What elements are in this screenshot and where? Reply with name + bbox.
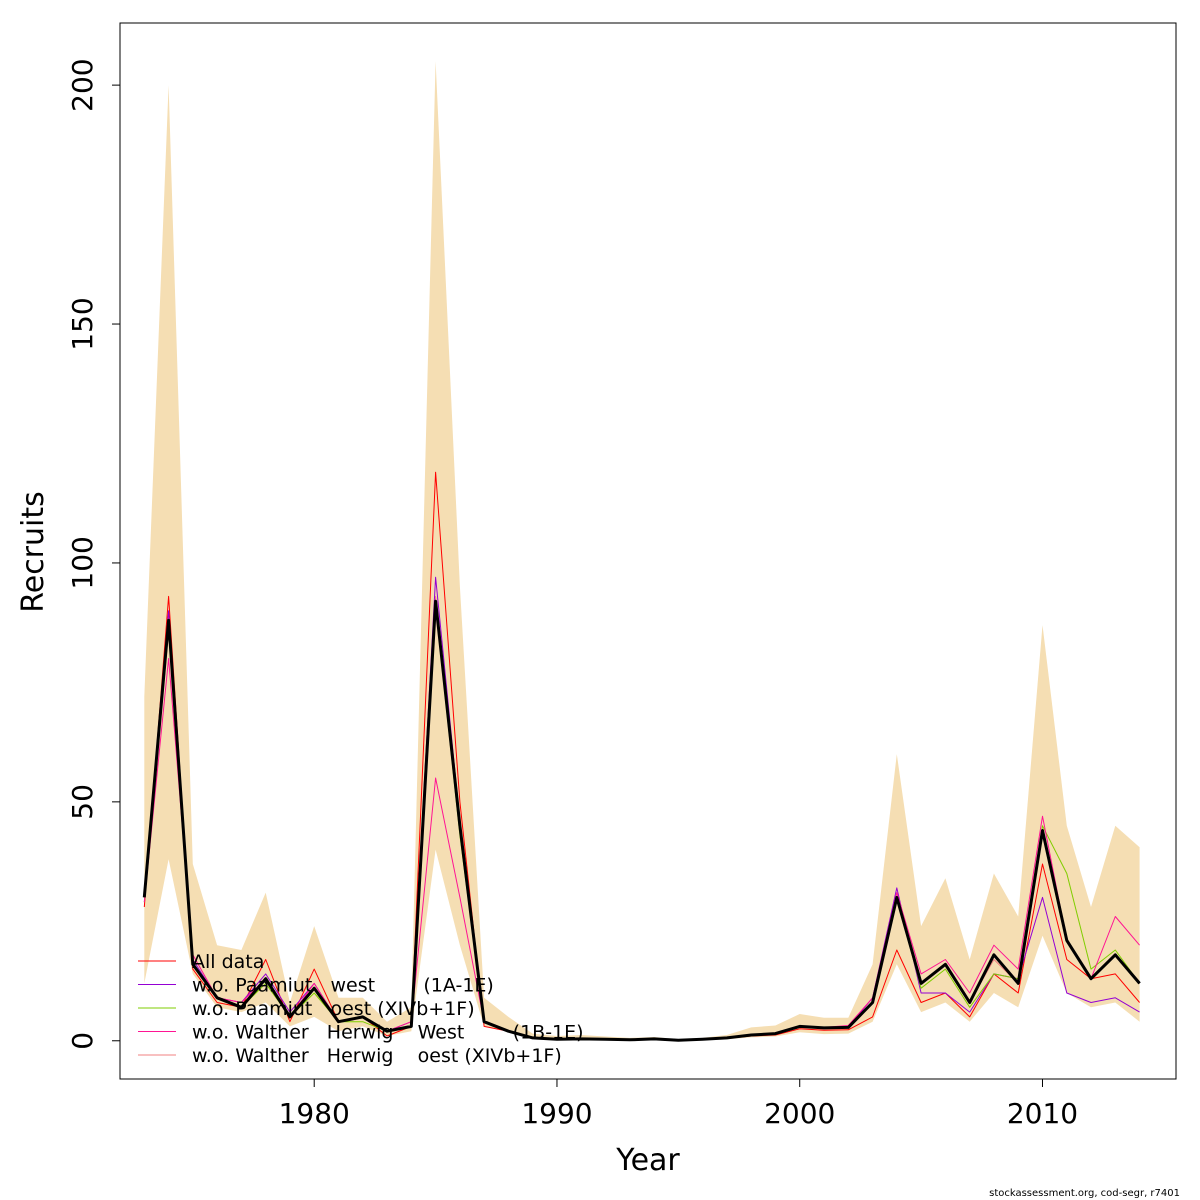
y-axis-title: Recruits (16, 491, 51, 613)
x-tick-label: 1990 (521, 1097, 592, 1130)
x-axis: 1980 1990 2000 2010 (279, 1078, 1078, 1130)
confidence-band-layer (144, 61, 1140, 1041)
legend-label-1: All data (192, 951, 264, 973)
x-tick-label: 2000 (764, 1097, 835, 1130)
x-tick-label: 2010 (1007, 1097, 1078, 1130)
legend-label-4: w.o. Walther Herwig West (1B-1E) (192, 1022, 584, 1044)
legend-label-2: w.o. Paamiut west (1A-1E) (192, 975, 494, 997)
y-tick-label: 0 (66, 1032, 99, 1050)
legend-label-3: w.o. Paamiut oest (XIVb+1F) (192, 998, 475, 1020)
series-line-6 (142, 599, 1141, 1042)
x-axis-title: Year (615, 1143, 680, 1178)
y-tick-label: 100 (66, 536, 99, 589)
y-axis: 0 50 100 150 200 (66, 58, 121, 1050)
series-layer (142, 471, 1141, 1042)
y-tick-label: 200 (66, 58, 99, 111)
y-tick-label: 50 (66, 784, 99, 820)
x-tick-label: 1980 (279, 1097, 350, 1130)
legend-label-5: w.o. Walther Herwig oest (XIVb+1F) (192, 1045, 562, 1067)
footer-source: stockassessment.org, cod-segr, r7401 (989, 1188, 1180, 1199)
y-tick-label: 150 (66, 297, 99, 350)
confidence-band (144, 61, 1140, 1041)
